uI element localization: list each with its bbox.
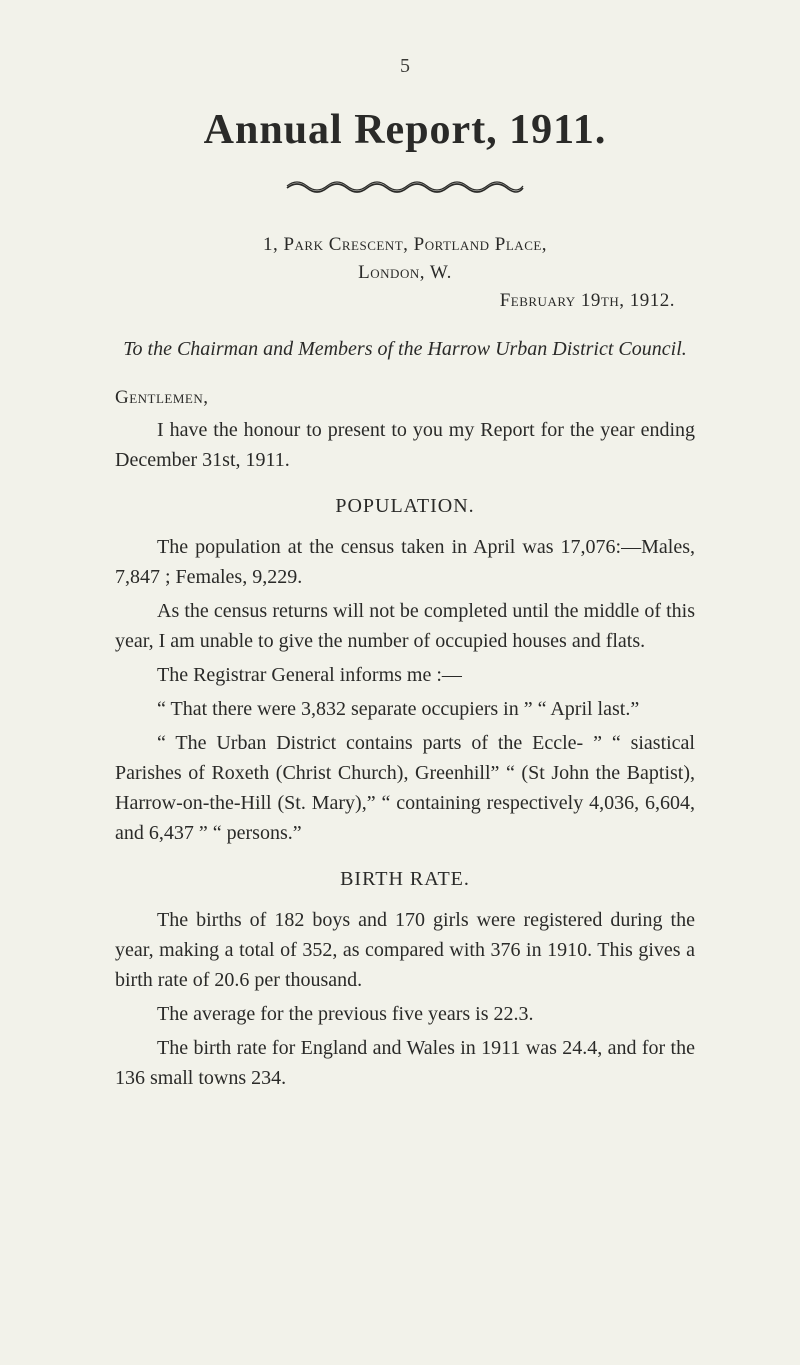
address-date: February 19th, 1912. (115, 290, 695, 312)
birth-rate-para-1: The births of 182 boys and 170 girls wer… (115, 905, 695, 995)
population-para-1: The population at the census taken in Ap… (115, 532, 695, 592)
wavy-separator (285, 176, 525, 196)
birth-rate-para-3: The birth rate for England and Wales in … (115, 1033, 695, 1093)
addressee-line: To the Chairman and Members of the Harro… (115, 334, 695, 365)
birth-rate-heading: BIRTH RATE. (115, 868, 695, 891)
population-heading: POPULATION. (115, 495, 695, 518)
salutation: Gentlemen, (115, 387, 695, 409)
population-para-4: “ That there were 3,832 separate occupie… (115, 694, 695, 724)
population-para-2: As the census returns will not be comple… (115, 596, 695, 656)
population-para-5: “ The Urban District contains parts of t… (115, 728, 695, 848)
address-line-1: 1, Park Crescent, Portland Place, (115, 234, 695, 256)
page-number: 5 (115, 55, 695, 78)
address-line-2: London, W. (115, 262, 695, 284)
intro-paragraph: I have the honour to present to you my R… (115, 415, 695, 475)
birth-rate-para-2: The average for the previous five years … (115, 999, 695, 1029)
report-title: Annual Report, 1911. (115, 106, 695, 154)
population-para-3: The Registrar General informs me :— (115, 660, 695, 690)
birth-rate-block: The births of 182 boys and 170 girls wer… (115, 905, 695, 1093)
population-block: The population at the census taken in Ap… (115, 532, 695, 848)
